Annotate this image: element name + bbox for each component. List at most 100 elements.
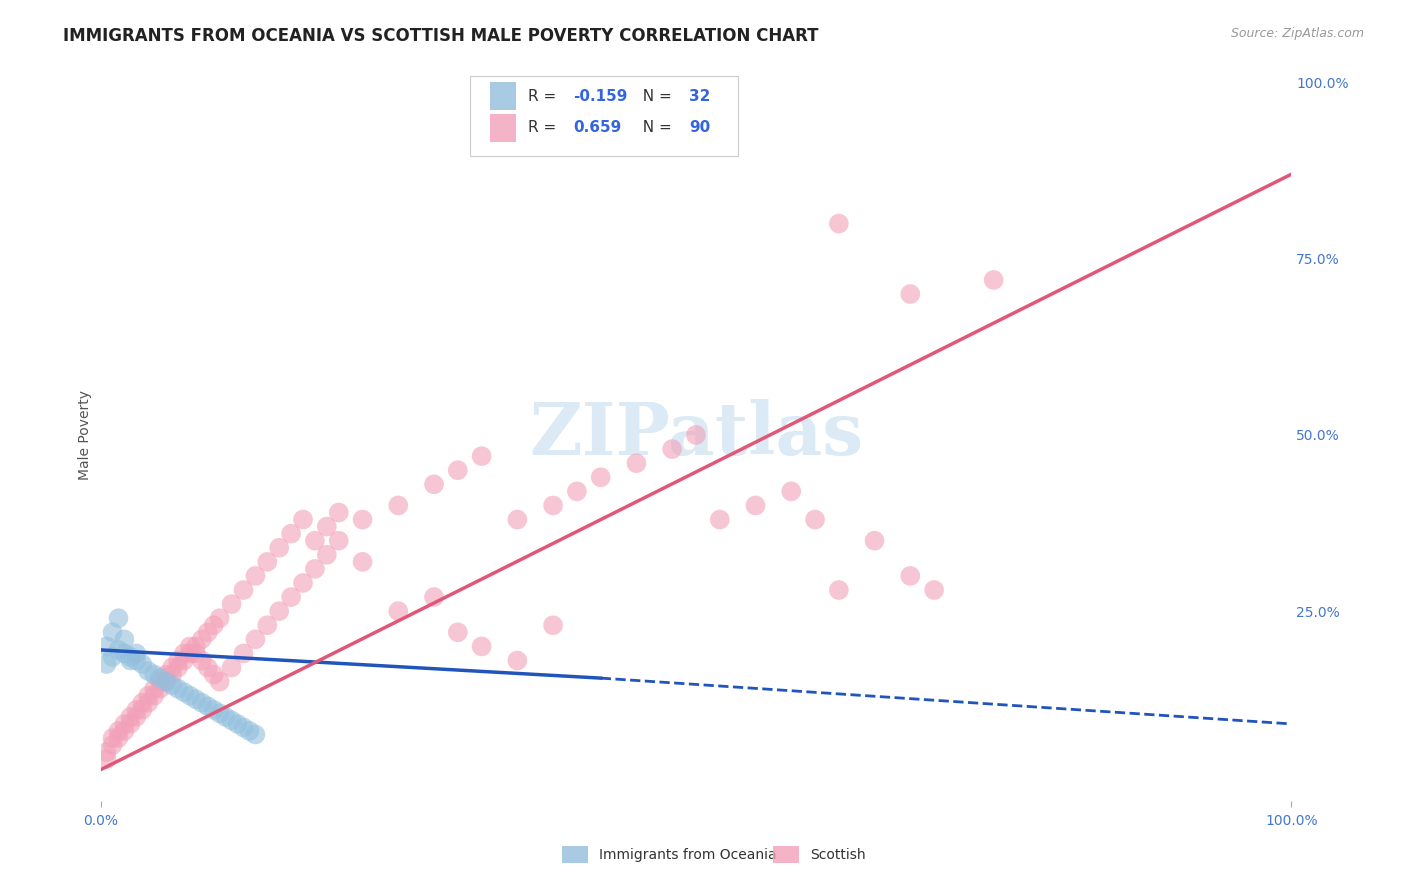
Point — [143, 689, 166, 703]
Text: R =: R = — [529, 89, 561, 103]
Point — [101, 738, 124, 752]
Point — [155, 667, 177, 681]
Point — [96, 657, 118, 671]
Point — [179, 640, 201, 654]
Text: Immigrants from Oceania: Immigrants from Oceania — [599, 847, 776, 862]
Point — [149, 681, 172, 696]
Point — [352, 555, 374, 569]
Point — [352, 512, 374, 526]
Point — [184, 647, 207, 661]
Point — [125, 703, 148, 717]
Point — [328, 533, 350, 548]
Point — [256, 555, 278, 569]
Point — [120, 650, 142, 665]
Point — [179, 647, 201, 661]
Point — [315, 519, 337, 533]
Point — [280, 590, 302, 604]
Point — [96, 640, 118, 654]
Point — [221, 597, 243, 611]
Point — [184, 640, 207, 654]
Text: N =: N = — [633, 89, 676, 103]
Point — [131, 703, 153, 717]
Point — [828, 217, 851, 231]
Point — [197, 699, 219, 714]
Point — [101, 625, 124, 640]
Point — [191, 653, 214, 667]
Text: 32: 32 — [689, 89, 710, 103]
Point — [221, 714, 243, 728]
Point — [280, 526, 302, 541]
Point — [112, 647, 135, 661]
Point — [292, 512, 315, 526]
Text: 90: 90 — [689, 120, 710, 136]
Point — [245, 569, 267, 583]
Point — [120, 717, 142, 731]
Point — [626, 456, 648, 470]
Point — [197, 625, 219, 640]
Point — [208, 674, 231, 689]
Point — [387, 499, 409, 513]
Point — [292, 576, 315, 591]
Point — [661, 442, 683, 456]
Point — [744, 499, 766, 513]
Point — [208, 706, 231, 721]
Point — [804, 512, 827, 526]
Point — [112, 723, 135, 738]
Point — [112, 632, 135, 647]
Point — [232, 721, 254, 735]
Point — [232, 582, 254, 597]
Point — [828, 582, 851, 597]
Text: -0.159: -0.159 — [574, 89, 627, 103]
Text: 0.659: 0.659 — [574, 120, 621, 136]
Point — [471, 449, 494, 463]
Point — [423, 477, 446, 491]
Point — [589, 470, 612, 484]
Bar — [489, 82, 516, 111]
Point — [208, 611, 231, 625]
Point — [136, 664, 159, 678]
Point — [387, 604, 409, 618]
Point — [863, 533, 886, 548]
Point — [125, 647, 148, 661]
Y-axis label: Male Poverty: Male Poverty — [79, 390, 93, 480]
Point — [167, 681, 190, 696]
Point — [173, 685, 195, 699]
Point — [471, 640, 494, 654]
Bar — [489, 114, 516, 142]
Point — [155, 674, 177, 689]
Point — [96, 752, 118, 766]
Point — [131, 657, 153, 671]
Point — [155, 674, 177, 689]
Point — [101, 650, 124, 665]
Point — [202, 618, 225, 632]
Text: ZIPatlas: ZIPatlas — [529, 400, 863, 470]
Point — [447, 625, 470, 640]
Point — [898, 569, 921, 583]
Point — [269, 541, 291, 555]
Point — [226, 717, 249, 731]
Point — [506, 653, 529, 667]
Point — [101, 731, 124, 745]
Point — [983, 273, 1005, 287]
Point — [160, 667, 183, 681]
Point — [191, 696, 214, 710]
Point — [149, 671, 172, 685]
Point — [238, 723, 260, 738]
Point — [149, 674, 172, 689]
Point — [120, 653, 142, 667]
Point — [112, 717, 135, 731]
Point — [447, 463, 470, 477]
Point — [143, 681, 166, 696]
Point — [506, 512, 529, 526]
Point — [541, 618, 564, 632]
Point — [221, 660, 243, 674]
Point — [202, 703, 225, 717]
Point — [107, 643, 129, 657]
Point — [304, 533, 326, 548]
Point — [214, 710, 236, 724]
Point — [167, 653, 190, 667]
Point — [184, 692, 207, 706]
Point — [96, 745, 118, 759]
FancyBboxPatch shape — [470, 76, 738, 156]
Point — [173, 647, 195, 661]
